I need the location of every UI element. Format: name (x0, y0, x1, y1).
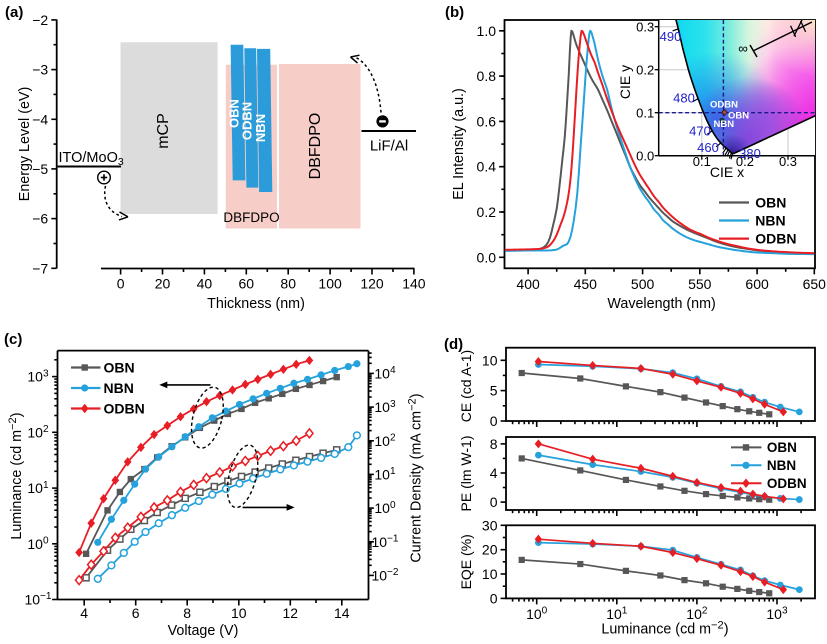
svg-text:NBN: NBN (755, 213, 785, 229)
svg-text:380: 380 (739, 146, 761, 161)
svg-text:(b): (b) (445, 4, 464, 21)
svg-text:NBN: NBN (104, 380, 134, 396)
svg-text:0.1: 0.1 (636, 105, 654, 120)
svg-text:CIE x: CIE x (710, 164, 744, 180)
svg-text:490: 490 (660, 29, 682, 44)
svg-text:ODBN: ODBN (710, 99, 738, 110)
svg-text:550: 550 (688, 276, 712, 292)
svg-text:0: 0 (490, 413, 498, 429)
svg-text:0.0: 0.0 (636, 148, 654, 163)
svg-text:OBN: OBN (728, 111, 749, 122)
svg-text:mCP: mCP (155, 113, 172, 149)
svg-text:30: 30 (482, 517, 498, 533)
svg-text:Current Density (mA cm−2): Current Density (mA cm−2) (407, 393, 425, 562)
svg-text:4: 4 (490, 465, 498, 481)
svg-text:NBN: NBN (253, 114, 268, 142)
svg-text:Luminance (cd m−2): Luminance (cd m−2) (7, 412, 25, 539)
svg-text:CIE y: CIE y (617, 65, 633, 99)
svg-text:0.8: 0.8 (477, 68, 497, 84)
svg-text:10: 10 (231, 605, 247, 621)
svg-text:0: 0 (490, 494, 498, 510)
svg-text:∞: ∞ (738, 41, 748, 56)
svg-text:NBN: NBN (767, 458, 796, 473)
svg-text:1.0: 1.0 (477, 23, 497, 39)
svg-text:Energy Level (eV): Energy Level (eV) (17, 87, 33, 201)
svg-text:8: 8 (183, 605, 191, 621)
svg-text:Luminance (cd m−2): Luminance (cd m−2) (601, 620, 728, 638)
svg-text:450: 450 (574, 276, 598, 292)
svg-text:LiF/Al: LiF/Al (370, 138, 408, 155)
svg-text:−4: −4 (32, 111, 48, 127)
svg-text:0: 0 (490, 590, 498, 606)
svg-text:20: 20 (155, 276, 171, 292)
svg-text:ODBN: ODBN (767, 476, 807, 491)
svg-text:8: 8 (490, 436, 498, 452)
svg-text:40: 40 (197, 276, 213, 292)
svg-text:500: 500 (631, 276, 655, 292)
svg-text:OBN: OBN (226, 99, 241, 128)
svg-text:NBN: NBN (714, 119, 735, 130)
svg-text:(a): (a) (5, 4, 23, 21)
svg-text:OBN: OBN (104, 360, 135, 376)
svg-text:−6: −6 (32, 211, 48, 227)
svg-text:600: 600 (745, 276, 769, 292)
svg-text:400: 400 (516, 276, 540, 292)
svg-text:0.4: 0.4 (477, 159, 497, 175)
svg-text:10: 10 (482, 566, 498, 582)
svg-text:0.2: 0.2 (636, 62, 654, 77)
svg-text:14: 14 (334, 605, 350, 621)
svg-text:12: 12 (283, 605, 299, 621)
svg-text:0.6: 0.6 (477, 113, 497, 129)
svg-text:0.0: 0.0 (477, 249, 497, 265)
svg-text:−7: −7 (32, 260, 48, 276)
svg-text:20: 20 (482, 542, 498, 558)
svg-text:DBFDPO: DBFDPO (307, 113, 324, 180)
svg-text:140: 140 (402, 276, 426, 292)
svg-text:650: 650 (803, 276, 827, 292)
svg-text:0.2: 0.2 (736, 154, 754, 169)
svg-text:ODBN: ODBN (240, 102, 255, 140)
svg-text:0.2: 0.2 (477, 204, 497, 220)
svg-text:0.3: 0.3 (779, 154, 797, 169)
svg-text:6: 6 (132, 605, 140, 621)
svg-text:460: 460 (697, 140, 719, 155)
svg-text:PE (lm W-1): PE (lm W-1) (458, 436, 474, 512)
svg-text:OBN: OBN (767, 440, 797, 455)
svg-text:EL Intensity (a.u.): EL Intensity (a.u.) (451, 88, 467, 200)
svg-text:Thickness (nm): Thickness (nm) (207, 296, 305, 312)
svg-text:0.3: 0.3 (636, 19, 654, 34)
svg-text:0: 0 (117, 276, 125, 292)
svg-text:(c): (c) (4, 331, 22, 348)
svg-text:5: 5 (490, 383, 498, 399)
svg-text:OBN: OBN (755, 195, 786, 211)
svg-text:60: 60 (239, 276, 255, 292)
svg-text:CE (cd A-1): CE (cd A-1) (458, 350, 474, 422)
svg-text:Wavelength (nm): Wavelength (nm) (607, 296, 715, 312)
svg-text:4: 4 (80, 605, 88, 621)
svg-text:480: 480 (673, 91, 695, 106)
svg-text:80: 80 (280, 276, 296, 292)
svg-text:EQE (%): EQE (%) (458, 534, 474, 589)
svg-text:ODBN: ODBN (104, 401, 145, 417)
svg-text:−3: −3 (32, 62, 48, 78)
svg-text:120: 120 (360, 276, 384, 292)
svg-text:−2: −2 (32, 12, 48, 28)
svg-text:DBFDPO: DBFDPO (223, 210, 279, 225)
svg-text:−5: −5 (32, 161, 48, 177)
svg-text:10: 10 (482, 352, 498, 368)
svg-text:ITO/MoO3: ITO/MoO3 (59, 150, 124, 168)
svg-text:100: 100 (318, 276, 342, 292)
svg-text:ODBN: ODBN (755, 231, 796, 247)
svg-text:0.1: 0.1 (693, 154, 711, 169)
svg-text:Voltage (V): Voltage (V) (168, 623, 239, 639)
svg-text:470: 470 (689, 124, 711, 139)
svg-text:(d): (d) (444, 336, 463, 353)
